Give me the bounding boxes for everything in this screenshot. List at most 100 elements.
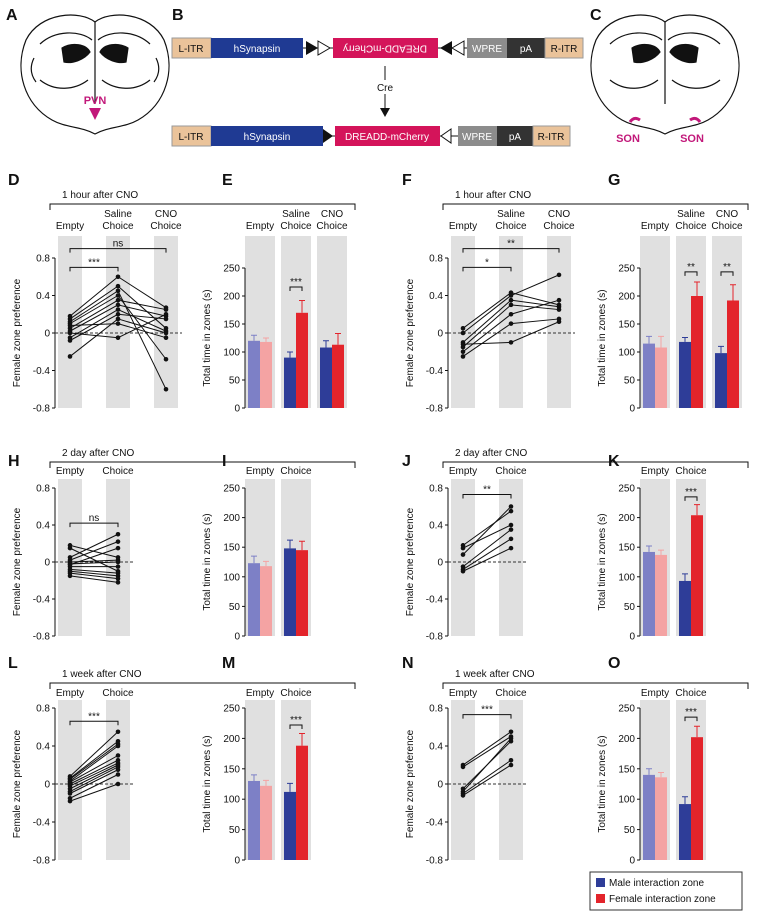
- label-bg: [370, 80, 400, 94]
- error-bar: [646, 768, 652, 775]
- panel-letter: F: [402, 172, 412, 189]
- construct-label: WPRE: [462, 132, 492, 143]
- y-tick-label: 0: [437, 558, 443, 569]
- header-bracket: [442, 203, 749, 210]
- bar: [643, 343, 655, 408]
- y-axis-label: Total time in zones (s): [597, 735, 608, 832]
- animal-point: [115, 781, 121, 787]
- pa-box: [507, 38, 545, 58]
- y-axis-label: Total time in zones (s): [202, 289, 213, 386]
- significance-label: ***: [685, 707, 697, 718]
- animal-line: [462, 740, 512, 790]
- category-label: Choice: [675, 466, 707, 477]
- error-bar: [694, 504, 700, 516]
- animal-point: [508, 738, 514, 744]
- error-bar: [682, 573, 688, 581]
- animal-point: [115, 293, 121, 298]
- header-label: 2 day after CNO: [455, 448, 527, 459]
- legend-label: Male interaction zone: [609, 878, 704, 889]
- y-tick-label: 0: [44, 329, 50, 340]
- panel-letter: O: [608, 655, 620, 672]
- animal-line: [69, 568, 119, 574]
- bar: [320, 347, 332, 408]
- category-label: Choice: [280, 688, 312, 699]
- bar: [260, 341, 272, 408]
- legend-swatch: [596, 878, 605, 887]
- animal-point: [115, 335, 121, 340]
- y-tick-label: -0.8: [33, 404, 51, 415]
- y-tick-label: 100: [223, 795, 240, 806]
- error-bar: [263, 779, 269, 786]
- construct-label: pA: [509, 132, 522, 143]
- promoter-box: [211, 38, 303, 58]
- column-shading: [499, 479, 523, 636]
- animal-line: [69, 755, 119, 783]
- category-label: Empty: [449, 466, 477, 477]
- category-label: Empty: [56, 688, 84, 699]
- error-bar: [251, 555, 257, 564]
- animal-point: [460, 326, 466, 331]
- y-tick-label: 100: [223, 348, 240, 359]
- error-bar: [323, 340, 329, 348]
- y-axis-label: Total time in zones (s): [597, 513, 608, 610]
- significance-bracket: [462, 714, 512, 719]
- y-tick-label: 250: [223, 264, 240, 275]
- category-label: Choice: [102, 688, 134, 699]
- brain-outline: [20, 14, 170, 135]
- significance-bracket: [462, 493, 512, 499]
- animal-point: [460, 568, 466, 574]
- promoter-box: [211, 126, 323, 146]
- animal-line: [69, 547, 119, 572]
- wpre-box: [458, 126, 497, 146]
- animal-point: [115, 321, 121, 326]
- animal-point: [67, 776, 73, 781]
- y-axis-label: Female zone preference: [405, 507, 416, 616]
- error-bar: [335, 333, 341, 345]
- significance-label: ***: [481, 705, 493, 716]
- category-label: Empty: [56, 466, 84, 477]
- header-label: 1 week after CNO: [455, 669, 535, 680]
- significance-bracket: [289, 286, 303, 292]
- error-bar: [251, 774, 257, 781]
- y-tick-label: -0.8: [426, 404, 444, 415]
- panel-letter: B: [172, 7, 184, 24]
- animal-line: [69, 783, 119, 802]
- brain-outline: [590, 14, 740, 135]
- y-tick-label: 250: [223, 704, 240, 715]
- error-bar: [263, 560, 269, 567]
- animal-line: [69, 570, 119, 577]
- brain-cortex: [39, 32, 151, 45]
- dreadd-box: [335, 126, 440, 146]
- lox-site: [323, 129, 333, 143]
- y-tick-label: 200: [618, 734, 635, 745]
- category-label: Empty: [641, 221, 669, 232]
- lox-site: [451, 40, 465, 56]
- animal-point: [115, 767, 121, 773]
- recombinase-label: Cre: [377, 83, 394, 94]
- significance-bracket: [684, 496, 698, 501]
- y-tick-label: 0.8: [429, 704, 443, 715]
- y-axis-label: Female zone preference: [405, 278, 416, 387]
- y-tick-label: 100: [223, 572, 240, 583]
- y-tick-label: 0: [44, 558, 50, 569]
- animal-point: [508, 762, 514, 768]
- y-tick-label: 50: [624, 602, 636, 613]
- animal-point: [67, 798, 73, 804]
- bar: [284, 791, 296, 860]
- error-bar: [730, 284, 736, 301]
- animal-point: [115, 738, 121, 744]
- region-label: SON: [680, 133, 704, 145]
- animal-point: [556, 297, 562, 303]
- animal-point: [508, 302, 514, 308]
- construct-label: L-ITR: [179, 132, 204, 143]
- column-shading: [106, 700, 130, 860]
- animal-point: [508, 297, 514, 303]
- animal-line: [69, 533, 119, 558]
- bar: [284, 548, 296, 636]
- animal-line: [462, 538, 512, 570]
- error-bar: [694, 725, 700, 738]
- region-label: SON: [616, 133, 640, 145]
- category-label: CNO: [321, 209, 343, 220]
- animal-point: [460, 330, 466, 336]
